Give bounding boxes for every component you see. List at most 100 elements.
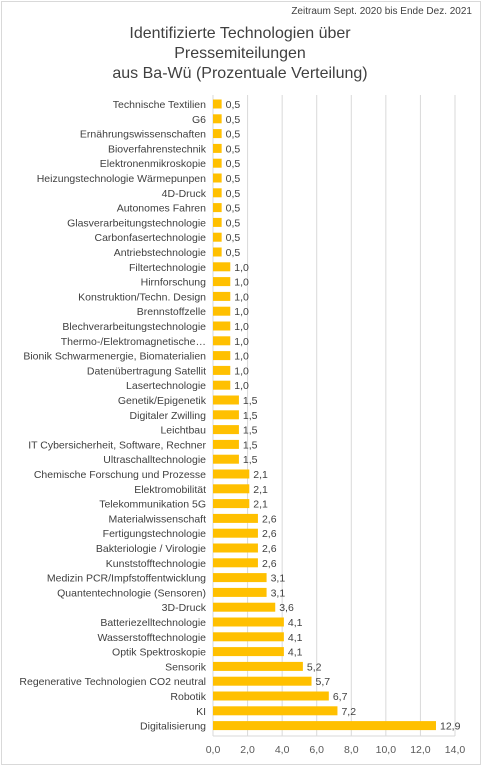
category-label: Bioverfahrenstechnik: [108, 143, 207, 155]
data-label: 7,2: [341, 706, 356, 718]
category-label: Kunststofftechnologie: [106, 558, 206, 570]
data-label: 2,6: [262, 528, 277, 540]
data-label: 1,0: [234, 336, 249, 348]
data-label: 5,7: [316, 676, 331, 688]
category-label: Glasverarbeitungstechnologie: [67, 217, 206, 229]
bar: [213, 558, 258, 568]
data-label: 1,0: [234, 291, 249, 303]
category-label: G6: [192, 114, 206, 126]
category-label: Medizin PCR/Impfstoffentwicklung: [47, 573, 206, 585]
bar: [213, 351, 231, 361]
data-label: 3,1: [271, 573, 286, 585]
category-label: Lasertechnologie: [126, 380, 206, 392]
x-tick-label: 6,0: [309, 744, 324, 756]
data-label: 0,5: [226, 203, 241, 215]
chart-title: Identifizierte Technologien über Pressem…: [60, 24, 420, 84]
x-tick-label: 2,0: [240, 744, 255, 756]
bar: [213, 617, 284, 627]
bar: [213, 247, 222, 257]
category-label: Antriebstechnologie: [114, 247, 206, 259]
category-label: Hirnforschung: [141, 277, 207, 289]
bar: [213, 647, 284, 657]
data-label: 2,6: [262, 558, 277, 570]
bar: [213, 721, 436, 731]
data-label: 4,1: [288, 647, 303, 659]
bar: [213, 129, 222, 139]
category-label: Telekommunikation 5G: [99, 499, 206, 511]
category-label: Technische Textilien: [113, 99, 206, 111]
data-label: 1,0: [234, 306, 249, 318]
category-label: Blechverarbeitungstechnologie: [62, 321, 206, 333]
bar: [213, 114, 222, 124]
category-label: Bionik Schwarmenergie, Biomaterialien: [23, 351, 206, 363]
data-label: 4,1: [288, 632, 303, 644]
data-label: 4,1: [288, 617, 303, 629]
bar: [213, 528, 258, 538]
data-label: 0,5: [226, 129, 241, 141]
bar: [213, 661, 303, 671]
bar: [213, 676, 312, 686]
bar: [213, 410, 239, 420]
category-label: Konstruktion/Techn. Design: [78, 291, 206, 303]
data-label: 2,6: [262, 513, 277, 525]
data-label: 0,5: [226, 188, 241, 200]
bar: [213, 203, 222, 213]
data-label: 5,2: [307, 661, 322, 673]
bar: [213, 277, 231, 287]
category-label: Digitalisierung: [140, 721, 206, 733]
data-label: 1,0: [234, 365, 249, 377]
data-label: 1,0: [234, 262, 249, 274]
bar: [213, 602, 276, 612]
category-label: Carbonfasertechnologie: [95, 232, 207, 244]
category-label: Elektronenmikroskopie: [100, 158, 206, 170]
data-label: 1,0: [234, 380, 249, 392]
category-label: KI: [196, 706, 206, 718]
bar: [213, 425, 239, 435]
category-label: Optik Spektroskopie: [112, 647, 206, 659]
category-label: IT Cybersicherheit, Software, Rechner: [28, 439, 206, 451]
bar: [213, 380, 231, 390]
chart-title-line: Pressemiteilungen: [174, 45, 306, 62]
bar: [213, 395, 239, 405]
category-label: Regenerative Technologien CO2 neutral: [19, 676, 206, 688]
bar: [213, 321, 231, 331]
bar: [213, 306, 231, 316]
x-tick-label: 10,0: [376, 744, 397, 756]
bar: [213, 99, 222, 109]
category-label: Heizungstechnologie Wärmepunpen: [37, 173, 206, 185]
x-tick-label: 12,0: [410, 744, 431, 756]
data-label: 1,5: [243, 425, 258, 437]
period-note: Zeitraum Sept. 2020 bis Ende Dez. 2021: [291, 6, 472, 17]
category-label: Ultraschalltechnologie: [103, 454, 206, 466]
category-label: Brennstoffzelle: [137, 306, 206, 318]
category-label: 3D-Druck: [162, 602, 207, 614]
data-label: 0,5: [226, 99, 241, 111]
data-label: 2,1: [253, 469, 268, 481]
bar: [213, 173, 222, 183]
category-label: Datenübertragung Satellit: [87, 365, 206, 377]
x-tick-label: 4,0: [275, 744, 290, 756]
bar: [213, 543, 258, 553]
data-label: 0,5: [226, 247, 241, 259]
bar: [213, 706, 338, 716]
x-tick-label: 0,0: [206, 744, 221, 756]
data-label: 0,5: [226, 158, 241, 170]
bar: [213, 573, 267, 583]
bar: [213, 143, 222, 153]
data-label: 1,5: [243, 395, 258, 407]
bar: [213, 188, 222, 198]
x-tick-label: 14,0: [445, 744, 466, 756]
bar: [213, 587, 267, 597]
bar: [213, 513, 258, 523]
data-label: 6,7: [333, 691, 348, 703]
bar: [213, 454, 239, 464]
category-label: Genetik/Epigenetik: [118, 395, 207, 407]
bar: [213, 232, 222, 242]
data-label: 1,0: [234, 321, 249, 333]
category-label: Ernährungswissenschaften: [80, 129, 206, 141]
category-label: Filtertechnologie: [129, 262, 206, 274]
data-label: 2,6: [262, 543, 277, 555]
data-label: 1,5: [243, 454, 258, 466]
